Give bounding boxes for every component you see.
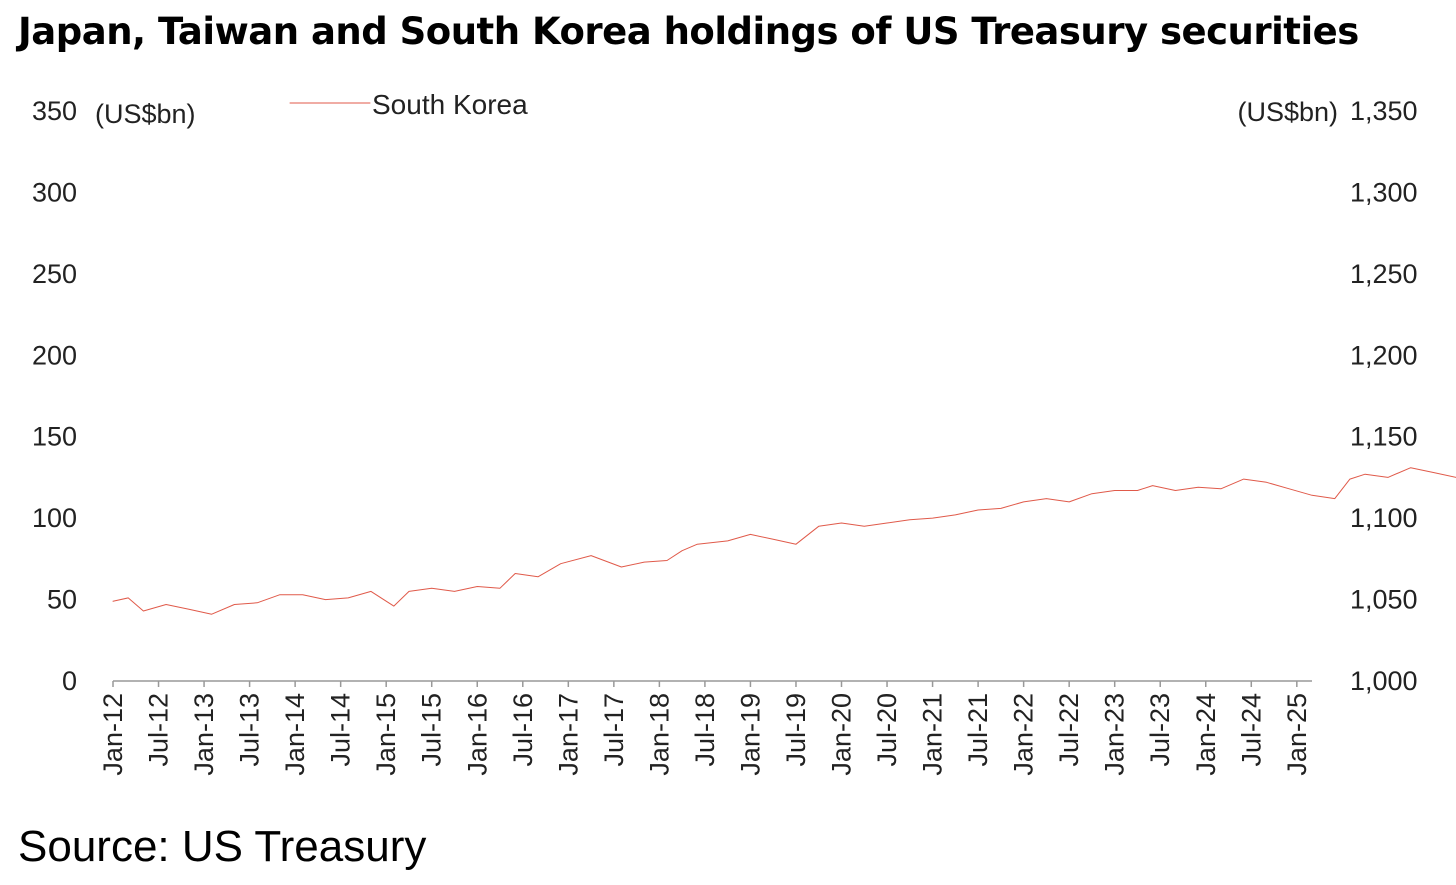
- right-axis-unit-label: (US$bn): [1237, 97, 1338, 127]
- x-tick-label: Jul-19: [781, 693, 811, 767]
- legend: South Korea: [289, 89, 528, 120]
- x-tick-label: Jan-20: [827, 693, 857, 776]
- x-tick-label: Jul-16: [508, 693, 538, 767]
- x-tick-label: Jan-23: [1100, 693, 1130, 776]
- left-y-tick-label: 200: [32, 340, 77, 370]
- x-tick-label: Jan-13: [189, 693, 219, 776]
- x-tick-label: Jan-25: [1282, 693, 1312, 776]
- x-tick-label: Jul-21: [963, 693, 993, 767]
- x-tick-label: Jul-12: [144, 693, 174, 767]
- x-tick-label: Jul-17: [599, 693, 629, 767]
- x-tick-label: Jan-21: [918, 693, 948, 776]
- x-tick-label: Jan-12: [98, 693, 128, 776]
- right-y-tick-label: 1,050: [1350, 585, 1418, 615]
- x-tick-label: Jul-24: [1236, 693, 1266, 767]
- right-y-tick-label: 1,250: [1350, 259, 1418, 289]
- series-layer: [112, 467, 1456, 615]
- x-tick-label: Jan-16: [462, 693, 492, 776]
- right-y-tick-label: 1,150: [1350, 422, 1418, 452]
- chart-title: Japan, Taiwan and South Korea holdings o…: [18, 10, 1359, 53]
- x-tick-label: Jul-13: [235, 693, 265, 767]
- left-y-tick-label: 250: [32, 259, 77, 289]
- right-y-tick-label: 1,000: [1350, 666, 1418, 696]
- x-tick-label: Jul-18: [690, 693, 720, 767]
- x-tick-label: Jan-24: [1191, 693, 1221, 776]
- x-tick-label: Jan-15: [371, 693, 401, 776]
- left-y-tick-label: 100: [32, 503, 77, 533]
- x-tick-label: Jan-17: [553, 693, 583, 776]
- x-tick-label: Jan-18: [644, 693, 674, 776]
- left-y-tick-label: 50: [47, 585, 77, 615]
- x-tick-label: Jul-20: [872, 693, 902, 767]
- axes-layer: Jan-12 Jul-12 Jan-13 Jul-13 Jan-14 Jul-14 Jan-…: [32, 96, 1418, 776]
- left-y-tick-label: 300: [32, 177, 77, 207]
- right-y-tick-label: 1,350: [1350, 96, 1418, 126]
- x-tick-label: Jan-22: [1009, 693, 1039, 776]
- x-tick-label: Jul-15: [417, 693, 447, 767]
- right-y-tick-label: 1,200: [1350, 340, 1418, 370]
- x-tick-label: Jul-22: [1054, 693, 1084, 767]
- left-y-tick-label: 0: [62, 666, 77, 696]
- legend-label-south-korea: South Korea: [372, 89, 528, 120]
- right-y-tick-label: 1,300: [1350, 177, 1418, 207]
- x-tick-label: Jan-14: [280, 693, 310, 776]
- series-line-south-korea: [112, 467, 1456, 615]
- x-tick-label: Jul-23: [1145, 693, 1175, 767]
- x-tick-label: Jul-14: [326, 693, 356, 767]
- right-y-tick-label: 1,100: [1350, 503, 1418, 533]
- left-y-tick-label: 350: [32, 96, 77, 126]
- x-tick-label: Jan-19: [735, 693, 765, 776]
- left-axis-unit-label: (US$bn): [95, 99, 196, 129]
- source-note: Source: US Treasury: [18, 822, 427, 871]
- left-y-tick-label: 150: [32, 422, 77, 452]
